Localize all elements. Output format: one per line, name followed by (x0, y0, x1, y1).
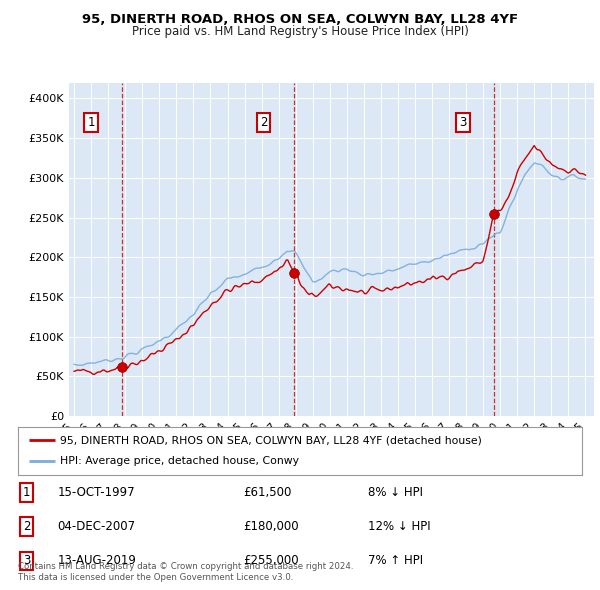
Text: 13-AUG-2019: 13-AUG-2019 (58, 555, 136, 568)
Text: 2: 2 (260, 116, 268, 129)
Text: 12% ↓ HPI: 12% ↓ HPI (368, 520, 430, 533)
Text: 1: 1 (87, 116, 95, 129)
Text: 1: 1 (23, 486, 30, 499)
Text: 95, DINERTH ROAD, RHOS ON SEA, COLWYN BAY, LL28 4YF: 95, DINERTH ROAD, RHOS ON SEA, COLWYN BA… (82, 13, 518, 26)
Text: HPI: Average price, detached house, Conwy: HPI: Average price, detached house, Conw… (60, 457, 299, 467)
Text: £61,500: £61,500 (244, 486, 292, 499)
Text: 15-OCT-1997: 15-OCT-1997 (58, 486, 135, 499)
Text: 8% ↓ HPI: 8% ↓ HPI (368, 486, 422, 499)
Text: £180,000: £180,000 (244, 520, 299, 533)
Text: 04-DEC-2007: 04-DEC-2007 (58, 520, 136, 533)
Text: 3: 3 (23, 555, 30, 568)
Text: 2: 2 (23, 520, 30, 533)
Text: £255,000: £255,000 (244, 555, 299, 568)
Text: 95, DINERTH ROAD, RHOS ON SEA, COLWYN BAY, LL28 4YF (detached house): 95, DINERTH ROAD, RHOS ON SEA, COLWYN BA… (60, 435, 482, 445)
Text: Contains HM Land Registry data © Crown copyright and database right 2024.
This d: Contains HM Land Registry data © Crown c… (18, 562, 353, 582)
Text: Price paid vs. HM Land Registry's House Price Index (HPI): Price paid vs. HM Land Registry's House … (131, 25, 469, 38)
Text: 3: 3 (460, 116, 467, 129)
Text: 7% ↑ HPI: 7% ↑ HPI (368, 555, 423, 568)
